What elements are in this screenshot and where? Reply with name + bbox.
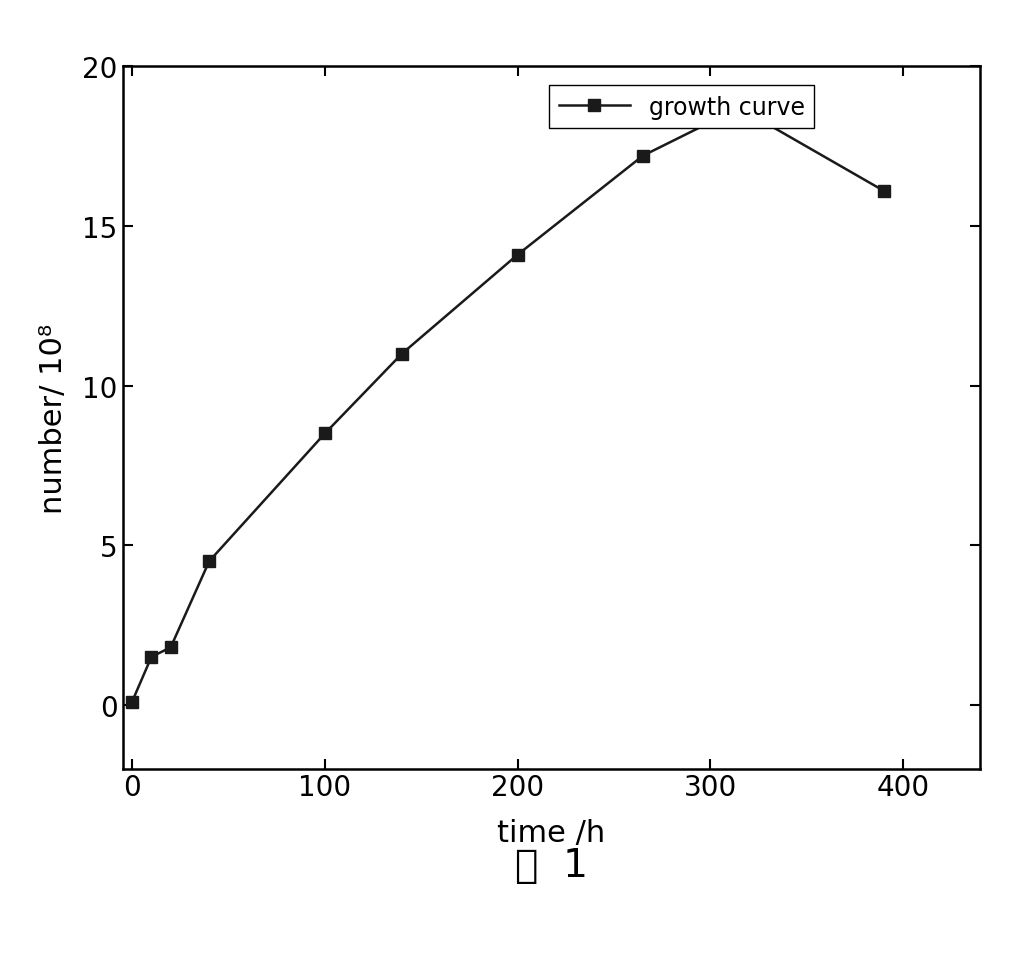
growth curve <box>164 642 177 653</box>
growth curve <box>733 103 745 114</box>
X-axis label: time /h: time /h <box>497 818 605 848</box>
growth curve <box>126 696 138 707</box>
Y-axis label: number/ 10⁸: number/ 10⁸ <box>40 323 68 513</box>
Legend: growth curve: growth curve <box>549 86 814 129</box>
Line: growth curve: growth curve <box>126 103 890 708</box>
growth curve <box>203 555 215 567</box>
Text: 图  1: 图 1 <box>515 846 588 884</box>
growth curve <box>512 250 524 261</box>
growth curve <box>319 429 331 440</box>
growth curve <box>637 151 649 162</box>
growth curve <box>878 185 890 197</box>
growth curve <box>145 652 157 663</box>
growth curve <box>396 349 408 360</box>
